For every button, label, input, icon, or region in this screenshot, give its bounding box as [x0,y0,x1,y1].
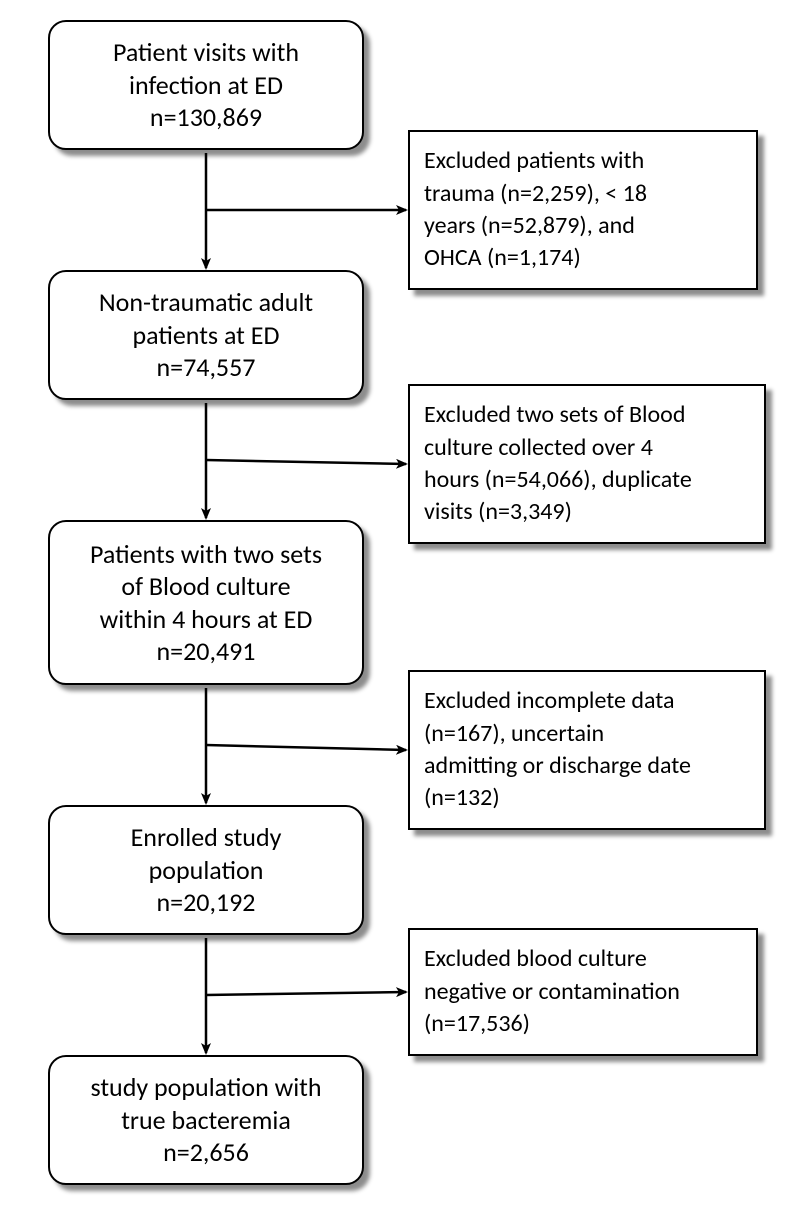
node-line: study population with [90,1071,321,1104]
node-line: Patient visits with [113,36,299,69]
exclusion-line: trauma (n=2,259), < 18 [424,178,647,210]
exclusion-box-incomplete-data: Excluded incomplete data (n=167), uncert… [408,670,766,830]
exclusion-line: admitting or discharge date [424,750,691,782]
exclusion-box-culture-timing-duplicates: Excluded two sets of Blood culture colle… [408,384,766,544]
exclusion-line: culture collected over 4 [424,432,692,464]
flow-node-true-bacteremia: study population with true bacteremia n=… [48,1055,364,1185]
exclusion-line: Excluded two sets of Blood [424,399,692,431]
node-line: of Blood culture [90,570,322,603]
node-line: n=20,192 [131,886,282,919]
node-line: within 4 hours at ED [90,603,322,636]
node-line: Enrolled study [131,821,282,854]
node-line: true bacteremia [90,1104,321,1137]
flow-node-nontraumatic-adults: Non-traumatic adult patients at ED n=74,… [48,270,364,400]
flow-node-initial-visits: Patient visits with infection at ED n=13… [48,20,364,150]
exclusion-line: negative or contamination [424,976,680,1008]
exclusion-box-negative-contamination: Excluded blood culture negative or conta… [408,928,758,1056]
exclusion-line: Excluded blood culture [424,943,680,975]
node-line: patients at ED [99,319,313,352]
exclusion-line: (n=132) [424,782,691,814]
exclusion-line: (n=17,536) [424,1008,680,1040]
exclusion-box-trauma-age-ohca: Excluded patients with trauma (n=2,259),… [408,130,758,290]
exclusion-line: Excluded patients with [424,145,647,177]
flow-node-blood-culture-patients: Patients with two sets of Blood culture … [48,520,364,685]
exclusion-line: (n=167), uncertain [424,718,691,750]
node-line: infection at ED [113,69,299,102]
exclusion-line: Excluded incomplete data [424,685,691,717]
node-line: n=20,491 [90,635,322,668]
node-line: Non-traumatic adult [99,286,313,319]
flow-node-enrolled-population: Enrolled study population n=20,192 [48,805,364,935]
exclusion-line: OHCA (n=1,174) [424,242,647,274]
node-line: n=74,557 [99,351,313,384]
exclusion-line: years (n=52,879), and [424,210,647,242]
node-line: population [131,854,282,887]
node-line: n=130,869 [113,101,299,134]
exclusion-line: visits (n=3,349) [424,496,692,528]
exclusion-line: hours (n=54,066), duplicate [424,464,692,496]
node-line: Patients with two sets [90,538,322,571]
flowchart-canvas: Patient visits with infection at ED n=13… [0,0,800,1222]
node-line: n=2,656 [90,1136,321,1169]
